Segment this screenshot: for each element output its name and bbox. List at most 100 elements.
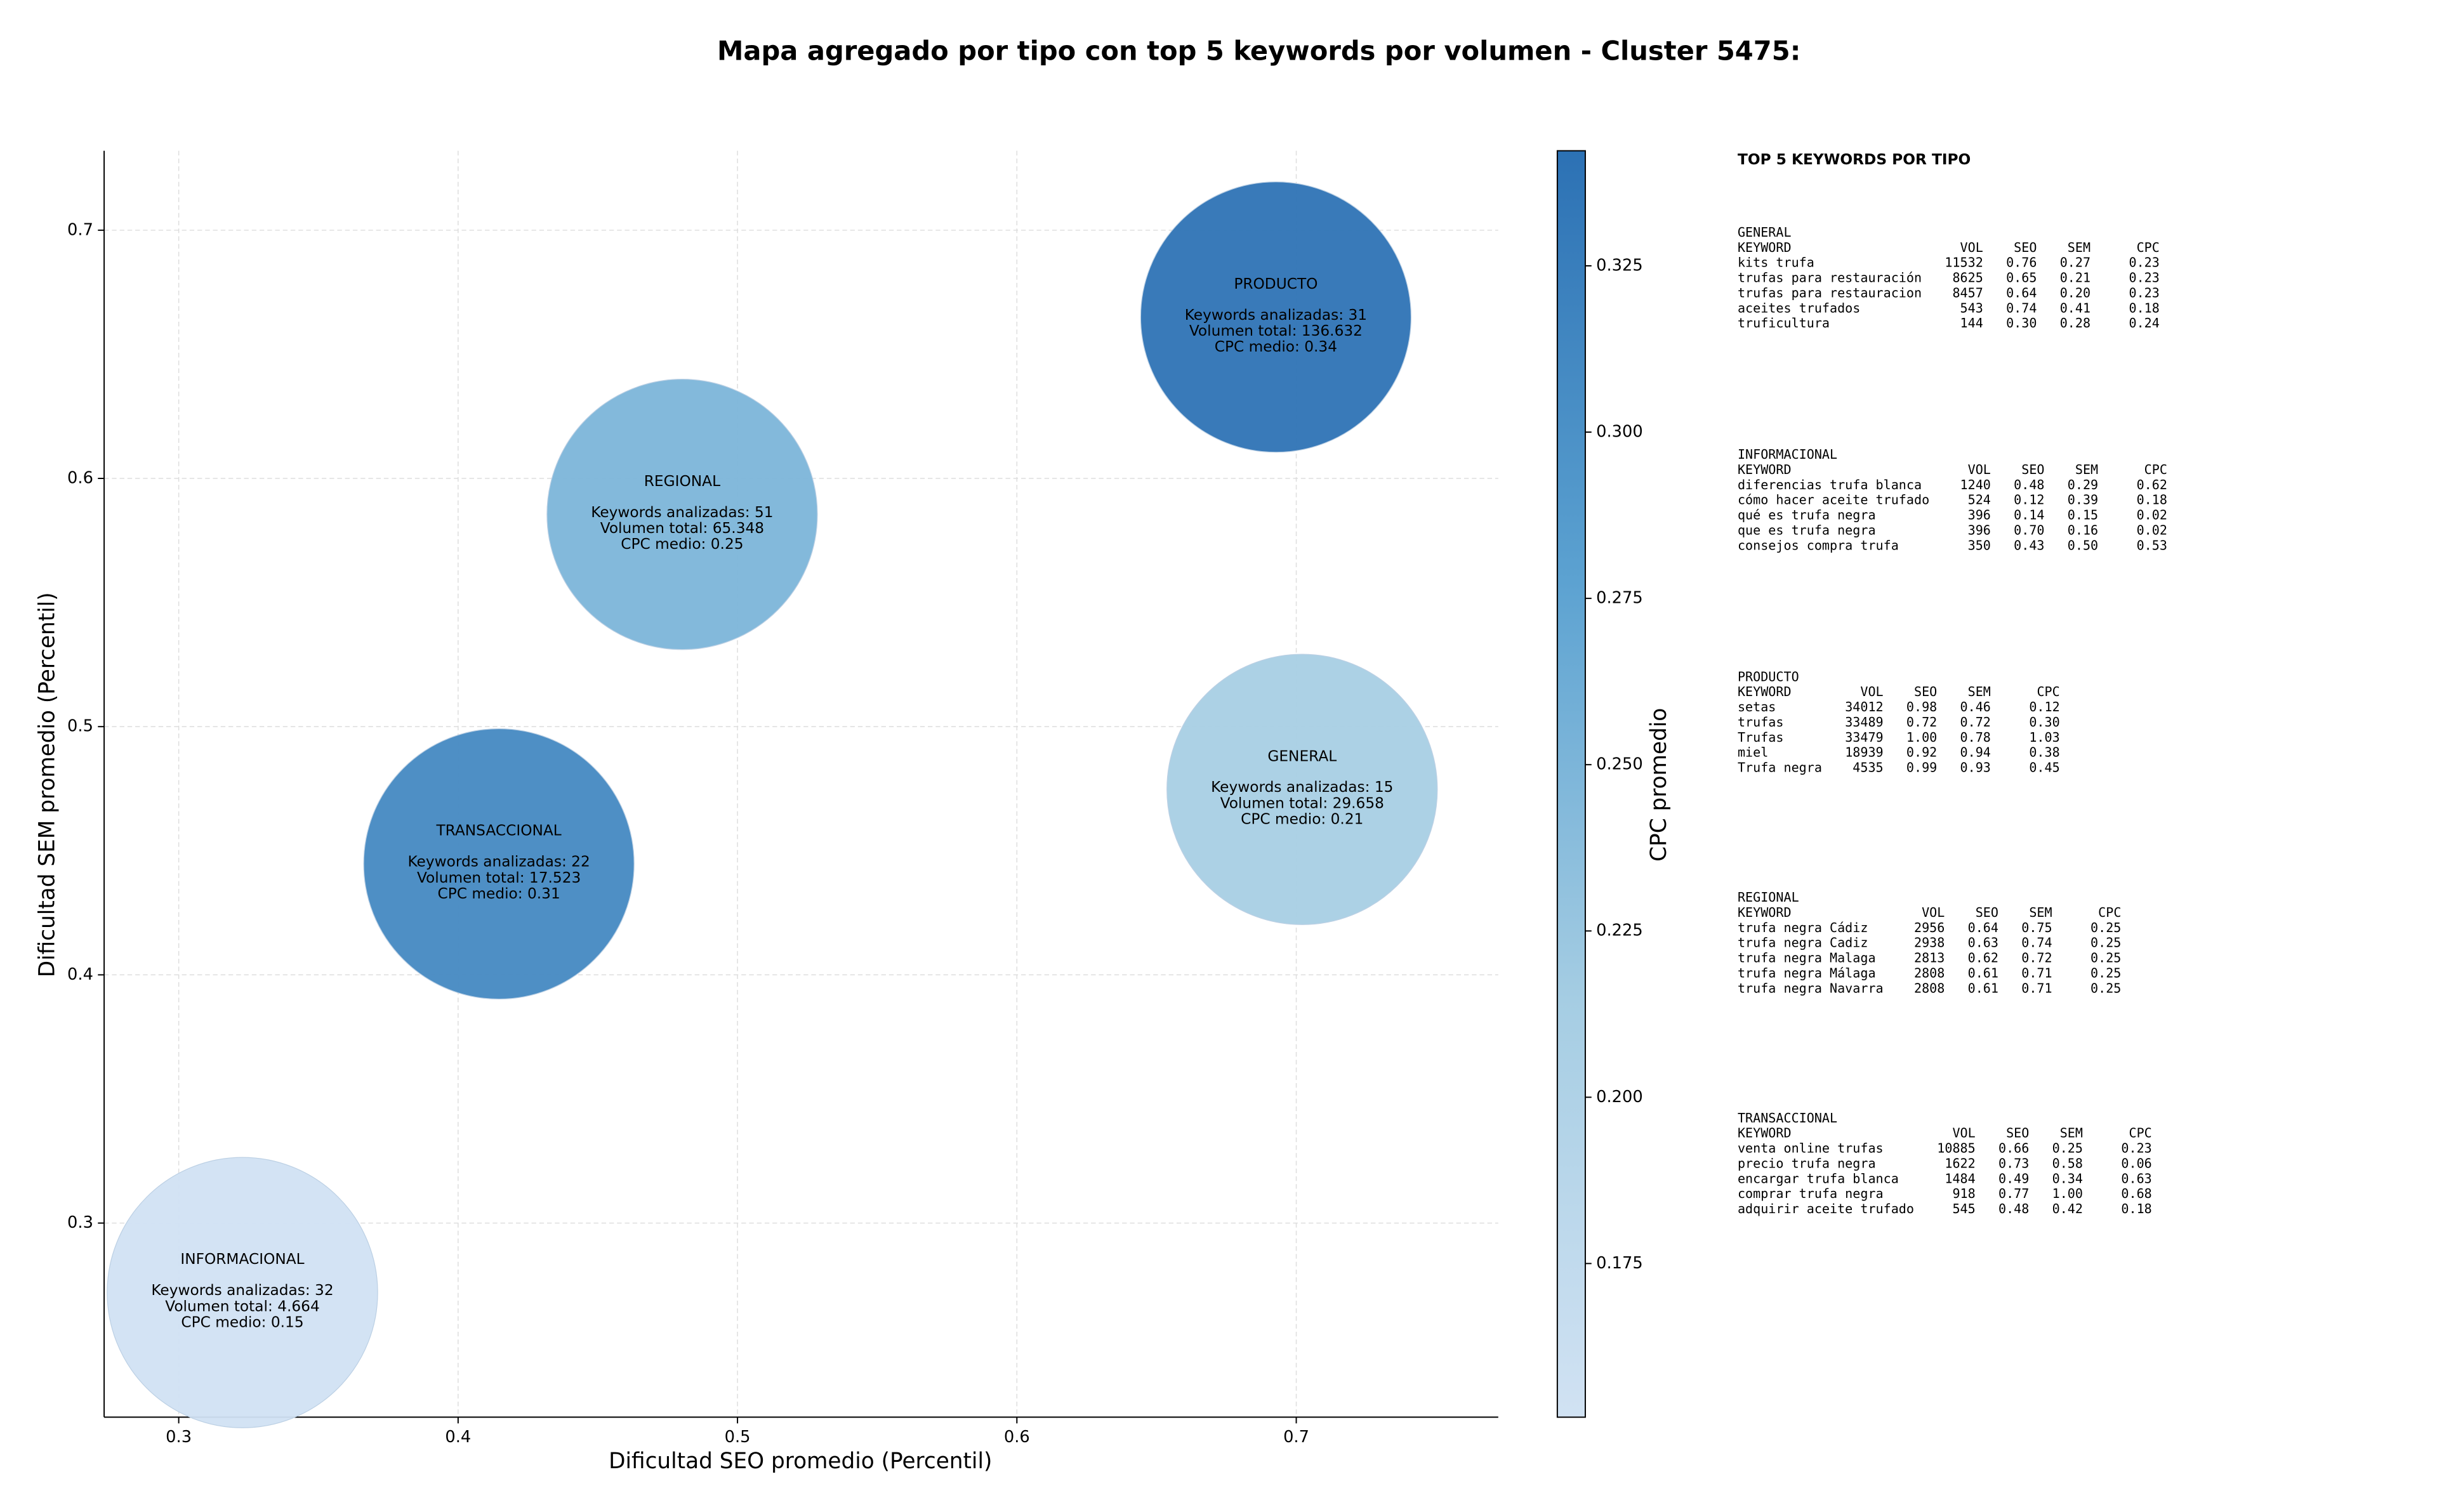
table-cell: 0.74 bbox=[2021, 935, 2052, 950]
table-cell: 0.68 bbox=[2121, 1186, 2151, 1201]
table-cell: Trufa negra bbox=[1738, 760, 1822, 775]
table-cell: 0.12 bbox=[2029, 699, 2059, 714]
table-cell: 0.98 bbox=[1906, 699, 1937, 714]
bubble-label: INFORMACIONAL bbox=[180, 1251, 304, 1268]
table-cell: 2808 bbox=[1914, 980, 1945, 996]
table-cell: 8625 bbox=[1952, 270, 1983, 286]
bubble-label: REGIONAL bbox=[644, 473, 720, 490]
table-cell: 545 bbox=[1952, 1201, 1975, 1216]
table-header: VOL bbox=[1960, 240, 1983, 255]
table-cell: 0.23 bbox=[2129, 270, 2160, 286]
table-cell: Trufas bbox=[1738, 730, 1784, 745]
colorbar-tick-label: 0.250 bbox=[1596, 755, 1643, 774]
table-title: TRANSACCIONAL bbox=[1738, 1110, 1837, 1126]
bubble-annotation: Volumen total: 136.632 bbox=[1189, 322, 1363, 339]
table-cell: comprar trufa negra bbox=[1738, 1186, 1884, 1201]
bubble-annotation: Volumen total: 29.658 bbox=[1220, 794, 1384, 812]
table-cell: 0.94 bbox=[1960, 745, 1991, 760]
y-axis-label: Dificultad SEM promedio (Percentil) bbox=[34, 592, 60, 977]
table-cell: 0.42 bbox=[2052, 1201, 2083, 1216]
table-cell: 2808 bbox=[1914, 965, 1945, 980]
bubble-label: PRODUCTO bbox=[1234, 275, 1318, 293]
table-cell: 0.61 bbox=[1968, 965, 1998, 980]
table-cell: trufa negra Cádiz bbox=[1738, 920, 1868, 935]
y-tick-label: 0.3 bbox=[67, 1213, 93, 1232]
bubble bbox=[546, 379, 818, 650]
table-cell: 0.18 bbox=[2129, 300, 2160, 315]
colorbar-tick-label: 0.200 bbox=[1596, 1088, 1643, 1107]
table-cell: 0.02 bbox=[2137, 508, 2167, 523]
table-cell: 18939 bbox=[1845, 745, 1883, 760]
table-cell: 0.72 bbox=[1960, 714, 1991, 730]
table-header: CPC bbox=[2137, 240, 2160, 255]
table-cell: 0.18 bbox=[2121, 1201, 2151, 1216]
table-cell: 0.24 bbox=[2129, 315, 2160, 331]
table-cell: trufa negra Navarra bbox=[1738, 980, 1884, 996]
table-cell: 0.63 bbox=[1968, 935, 1998, 950]
table-cell: 0.61 bbox=[1968, 980, 1998, 996]
bubble-annotation: Volumen total: 4.664 bbox=[165, 1298, 320, 1315]
bubble-label: GENERAL bbox=[1267, 747, 1337, 765]
x-axis-label: Dificultad SEO promedio (Percentil) bbox=[609, 1449, 992, 1474]
bubble-annotation: Volumen total: 65.348 bbox=[600, 520, 764, 537]
table-cell: 0.76 bbox=[2006, 255, 2037, 270]
x-tick-label: 0.3 bbox=[166, 1428, 192, 1447]
table-cell: 0.65 bbox=[2006, 270, 2037, 286]
table-header: SEM bbox=[2068, 240, 2090, 255]
table-cell: 0.70 bbox=[2014, 523, 2044, 538]
table-cell: 0.48 bbox=[2014, 477, 2044, 492]
bubble-annotation: Keywords analizadas: 32 bbox=[151, 1282, 333, 1299]
table-header: SEM bbox=[1968, 684, 1991, 699]
colorbar-tick-label: 0.325 bbox=[1596, 256, 1643, 275]
table-cell: 0.39 bbox=[2068, 492, 2098, 508]
table-header: SEM bbox=[2060, 1126, 2083, 1141]
table-cell: 396 bbox=[1968, 523, 1991, 538]
table-cell: 0.21 bbox=[2060, 270, 2090, 286]
table-cell: 0.30 bbox=[2006, 315, 2037, 331]
panel-title: TOP 5 KEYWORDS POR TIPO bbox=[1738, 151, 1971, 168]
table-cell: 1.00 bbox=[1906, 730, 1937, 745]
table-cell: 918 bbox=[1952, 1186, 1975, 1201]
bubble-annotation: CPC medio: 0.21 bbox=[1241, 811, 1363, 828]
table-cell: adquirir aceite trufado bbox=[1738, 1201, 1914, 1216]
table-cell: 0.50 bbox=[2068, 537, 2098, 553]
table-header: SEO bbox=[1914, 684, 1937, 699]
colorbar bbox=[1556, 150, 1586, 1418]
table-cell: 2813 bbox=[1914, 950, 1945, 966]
table-header: SEM bbox=[2029, 905, 2052, 920]
table-cell: kits trufa bbox=[1738, 255, 1814, 270]
table-cell: trufas para restauración bbox=[1738, 270, 1922, 286]
table-cell: 1.03 bbox=[2029, 730, 2059, 745]
table-header: CPC bbox=[2129, 1126, 2152, 1141]
table-cell: 0.77 bbox=[1998, 1186, 2029, 1201]
x-tick-label: 0.5 bbox=[725, 1428, 751, 1447]
table-cell: 543 bbox=[1960, 300, 1983, 315]
table-header: SEO bbox=[2014, 240, 2037, 255]
table-cell: 33479 bbox=[1845, 730, 1883, 745]
table-cell: trufas bbox=[1738, 714, 1784, 730]
table-cell: 0.62 bbox=[2137, 477, 2167, 492]
table-cell: cómo hacer aceite trufado bbox=[1738, 492, 1929, 508]
table-cell: trufa negra Málaga bbox=[1738, 965, 1876, 980]
table-cell: 0.66 bbox=[1998, 1141, 2029, 1156]
table-cell: 0.78 bbox=[1960, 730, 1991, 745]
table-cell: que es trufa negra bbox=[1738, 523, 1876, 538]
table-cell: 0.25 bbox=[2090, 965, 2121, 980]
table-cell: 144 bbox=[1960, 315, 1983, 331]
bubble-annotation: CPC medio: 0.15 bbox=[181, 1314, 303, 1331]
table-cell: 33489 bbox=[1845, 714, 1883, 730]
y-tick-label: 0.4 bbox=[67, 965, 93, 984]
table-cell: 0.48 bbox=[1998, 1201, 2029, 1216]
table-cell: 1622 bbox=[1945, 1155, 1975, 1171]
table-header: CPC bbox=[2144, 462, 2167, 477]
table-cell: 0.12 bbox=[2014, 492, 2044, 508]
table-cell: 0.58 bbox=[2052, 1155, 2083, 1171]
table-cell: 0.73 bbox=[1998, 1155, 2029, 1171]
colorbar-tick-label: 0.300 bbox=[1596, 423, 1643, 442]
table-cell: 0.49 bbox=[1998, 1171, 2029, 1186]
table-cell: 0.02 bbox=[2137, 523, 2167, 538]
table-cell: 0.53 bbox=[2137, 537, 2167, 553]
table-cell: 0.14 bbox=[2014, 508, 2044, 523]
table-cell: 0.16 bbox=[2068, 523, 2098, 538]
table-cell: 0.25 bbox=[2090, 950, 2121, 966]
